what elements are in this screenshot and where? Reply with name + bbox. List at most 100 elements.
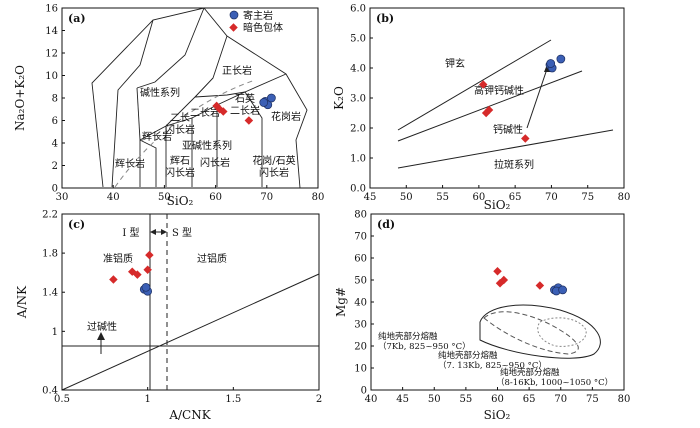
y-tick-label: 4.0 xyxy=(350,64,366,75)
panel-d-y-label: Mg# xyxy=(334,287,348,317)
y-tick-label: 10 xyxy=(45,71,58,82)
boundary-high-k xyxy=(397,70,583,142)
y-tick-label: 50 xyxy=(354,276,367,287)
field-alkaline: 碱性系列 xyxy=(140,86,180,99)
y-tick-label: 1.8 xyxy=(42,249,58,260)
panel-b-label: (b) xyxy=(376,12,394,25)
field-s-type: S 型 xyxy=(172,226,192,239)
y-tick-label: 6.0 xyxy=(350,4,366,15)
legend-host-marker xyxy=(229,10,239,20)
y-tick-label: 70 xyxy=(354,232,367,243)
y-tick-label: 2 xyxy=(52,161,58,172)
y-tick-label: 16 xyxy=(45,4,58,15)
tas-boundary-11 xyxy=(216,91,263,187)
panel-d-points xyxy=(493,266,567,296)
x-tick-label: 1.5 xyxy=(225,394,241,405)
y-tick-label: 30 xyxy=(354,320,367,331)
x-tick-label: 45 xyxy=(364,192,377,203)
x-tick-label: 60 xyxy=(491,394,504,405)
boundary-shoshonite xyxy=(397,39,552,131)
y-tick-label: 4 xyxy=(52,139,58,150)
y-tick-label: 3.0 xyxy=(350,94,366,105)
panel-c-points xyxy=(109,250,154,296)
boundary-calc-alkaline xyxy=(397,129,614,169)
panel-b-ticks: 45 50 55 60 65 70 75 80 0.0 1.0 2.0 3.0 4.0 5.0 6.0 xyxy=(350,4,630,204)
x-tick-label: 55 xyxy=(436,192,449,203)
field-pyx-diorite-2: 闪长岩 xyxy=(165,166,195,179)
legend-host-label: 寄主岩 xyxy=(243,9,273,22)
field-granite: 花岗岩 xyxy=(271,110,301,123)
x-tick-label: 70 xyxy=(545,192,558,203)
x-tick-label: 30 xyxy=(56,192,69,203)
field-shoshonite: 钾玄 xyxy=(445,57,465,70)
field-melt-7-13kb xyxy=(483,311,579,355)
y-tick-label: 1 xyxy=(52,327,58,338)
tas-boundary-13 xyxy=(244,73,287,93)
host-rock-point xyxy=(267,93,276,103)
panel-a-field-boundaries xyxy=(91,7,308,189)
tas-boundary-8 xyxy=(139,139,157,187)
enclave-point xyxy=(478,80,488,89)
field-peraluminous: 过铝质 xyxy=(197,252,227,265)
enclave-point xyxy=(109,275,118,284)
x-tick-label: 50 xyxy=(428,394,441,405)
melt-field-1-conditions: （7Kb, 825~950 °C） xyxy=(378,341,471,352)
panel-b-points xyxy=(478,54,566,143)
y-tick-label: 10 xyxy=(354,364,367,375)
enclave-point xyxy=(493,266,502,276)
enclave-point xyxy=(499,275,509,285)
y-tick-label: 5.0 xyxy=(350,34,366,45)
x-tick-label: 70 xyxy=(554,394,567,405)
panel-b-x-label: SiO₂ xyxy=(484,198,511,212)
field-granodiorite-1: 花岗/石英 xyxy=(252,154,295,167)
host-rock-point xyxy=(141,282,151,292)
panel-c-acnk: 0.5 1 1.5 2 0.4 1 1.4 1.8 2.2 (c) A/CNK A/NK I 型… xyxy=(15,210,322,423)
field-gabbro-2: 辉长岩 xyxy=(115,157,145,170)
field-granodiorite-2: 闪长岩 xyxy=(259,166,289,179)
y-tick-label: 0 xyxy=(361,386,367,397)
x-tick-label: 65 xyxy=(523,394,536,405)
host-rock-point xyxy=(259,98,269,107)
panel-c-label: (c) xyxy=(68,218,85,231)
y-tick-label: 60 xyxy=(354,254,367,265)
field-i-type: I 型 xyxy=(122,226,139,239)
melt-field-3-conditions: （8-16Kb, 1000~1050 °C） xyxy=(496,377,613,388)
x-tick-label: 70 xyxy=(260,192,273,203)
x-tick-label: 65 xyxy=(509,192,522,203)
x-tick-label: 80 xyxy=(618,394,631,405)
x-tick-label: 75 xyxy=(586,394,599,405)
x-tick-label: 80 xyxy=(312,192,325,203)
field-peralkaline: 过碱性 xyxy=(87,320,117,333)
panel-b-y-label: K₂O xyxy=(332,86,346,110)
enclave-point xyxy=(143,265,152,274)
trend-arrow-line xyxy=(526,65,549,129)
y-tick-label: 2.0 xyxy=(350,124,366,135)
alkaline-subalkaline-divider xyxy=(114,79,256,188)
x-tick-label: 55 xyxy=(460,394,473,405)
tas-boundary-12 xyxy=(194,91,246,98)
y-tick-label: 20 xyxy=(354,342,367,353)
field-melt-8-16kb xyxy=(537,317,587,347)
field-metaluminous: 准铝质 xyxy=(103,253,133,265)
arrow-s-type-head xyxy=(161,229,167,235)
melt-field-2-conditions: （7. 13Kb, 825~950 °C） xyxy=(438,360,547,371)
panel-d-ticks: 40 45 50 55 60 65 70 75 80 0 10 20 30 40 50 60 70 80 xyxy=(354,210,630,406)
y-tick-label: 0.4 xyxy=(42,386,58,397)
panel-d-x-label: SiO₂ xyxy=(484,408,511,422)
field-high-k: 高钾钙碱性 xyxy=(474,84,524,97)
panel-a-tas: 30 40 50 60 70 80 0 2 4 6 8 10 12 14 16 (a) SiO₂ Na₂O+… xyxy=(13,4,324,209)
tas-boundary-4 xyxy=(136,87,141,141)
y-tick-label: 2.2 xyxy=(42,210,58,221)
field-diorite: 闪长岩 xyxy=(200,156,230,169)
x-tick-label: 80 xyxy=(618,192,631,203)
tas-boundary-1 xyxy=(111,19,154,188)
line-metal-peral-diagonal xyxy=(61,273,320,391)
enclave-point xyxy=(219,107,228,116)
y-tick-label: 0 xyxy=(52,184,58,195)
melt-field-2-name: 纯地壳部分熔融 xyxy=(438,350,498,361)
legend-enclave-marker xyxy=(229,23,238,32)
panel-b-k2o: 45 50 55 60 65 70 75 80 0.0 1.0 2.0 3.0 4.0 5.0 6.0 (b… xyxy=(332,4,630,213)
melt-field-1-name: 纯地壳部分熔融 xyxy=(378,331,438,342)
